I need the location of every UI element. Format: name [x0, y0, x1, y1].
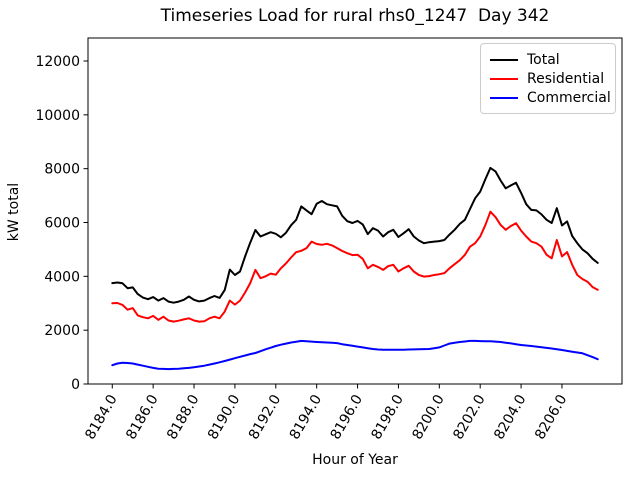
- y-axis-ticks: 0 2000 4000 6000 8000 10000 12000: [35, 54, 88, 393]
- x-tick-label: 8204.0: [491, 392, 529, 442]
- residential-line-swatch: [490, 77, 518, 80]
- legend-label-residential: Residential: [527, 70, 605, 87]
- residential-line: [111, 210, 599, 323]
- total-line: [111, 166, 599, 304]
- plot-border: [87, 37, 623, 385]
- x-tick-label: 8198.0: [369, 392, 407, 442]
- x-axis-label: Hour of Year: [312, 452, 398, 468]
- x-tick-label: 8206.0: [532, 392, 570, 442]
- legend-item-residential: Residential: [490, 69, 607, 88]
- y-tick-label: 0: [71, 377, 80, 393]
- y-tick-label: 8000: [44, 162, 80, 178]
- legend-item-commercial: Commercial: [490, 88, 611, 107]
- x-tick-label: 8186.0: [123, 392, 161, 442]
- commercial-line-swatch: [490, 96, 518, 99]
- y-tick-label: 6000: [44, 216, 80, 232]
- x-tick-label: 8202.0: [450, 392, 488, 442]
- x-tick-label: 8200.0: [409, 392, 447, 442]
- chart-title: Timeseries Load for rural rhs0_1247 Day …: [160, 6, 550, 26]
- y-tick-label: 12000: [35, 54, 80, 70]
- y-axis-label: kW total: [6, 182, 22, 242]
- legend-item-total: Total: [490, 50, 607, 69]
- x-tick-label: 8192.0: [246, 392, 284, 442]
- legend: Total Residential Commercial: [480, 43, 616, 114]
- total-line-swatch: [490, 58, 518, 61]
- x-tick-label: 8184.0: [82, 392, 120, 442]
- x-tick-label: 8190.0: [205, 392, 243, 442]
- legend-label-commercial: Commercial: [527, 89, 611, 106]
- series-lines: [111, 166, 599, 371]
- x-tick-label: 8196.0: [328, 392, 366, 442]
- x-tick-label: 8194.0: [287, 392, 325, 442]
- x-tick-label: 8188.0: [164, 392, 202, 442]
- plot-frame: [87, 37, 623, 385]
- commercial-line: [111, 339, 599, 371]
- y-tick-label: 4000: [44, 269, 80, 285]
- legend-label-total: Total: [527, 51, 560, 68]
- y-tick-label: 2000: [44, 323, 80, 339]
- y-tick-label: 10000: [35, 108, 80, 124]
- x-axis-ticks: 8184.0 8186.0 8188.0 8190.0 8192.0 8194.0 8196…: [82, 384, 570, 442]
